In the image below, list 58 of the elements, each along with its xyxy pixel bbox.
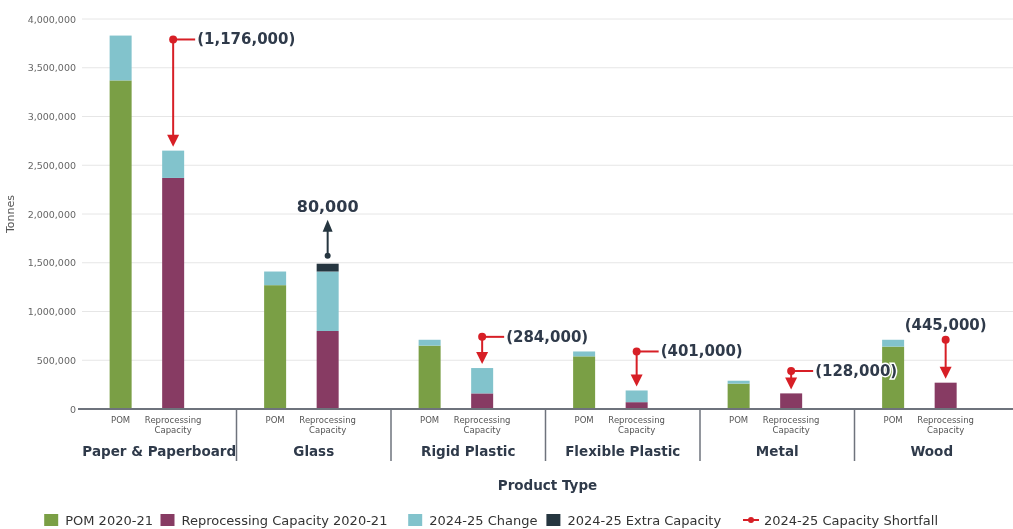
- y-tick-label: 4,000,000: [27, 13, 76, 25]
- y-tick-label: 1,500,000: [27, 257, 76, 269]
- x-tick-label: POM: [729, 415, 749, 425]
- text: Flexible Plastic: [565, 443, 681, 459]
- bar: [162, 177, 185, 409]
- legend-label: POM 2020-21: [65, 513, 153, 528]
- x-tick-label: Reprocessing Capacity: [917, 415, 974, 435]
- y-tick-label: 0: [69, 403, 76, 415]
- annotation: (401,000): [660, 342, 743, 361]
- x-axis-title: Product Type: [497, 477, 598, 493]
- x-tick-label: POM: [111, 415, 131, 425]
- y-tick-label: 3,000,000: [27, 111, 76, 122]
- point: [941, 335, 950, 344]
- annotation: (445,000): [904, 315, 987, 334]
- x-tick-label: Reprocessing Capacity: [144, 415, 202, 435]
- bar: [727, 383, 750, 409]
- point: [478, 332, 487, 341]
- bar: [471, 393, 494, 409]
- data-label: 80,000: [296, 196, 359, 216]
- x-tick-label: Reprocessing Capacity: [762, 415, 820, 435]
- text: Metal: [755, 443, 799, 459]
- bar: [418, 339, 441, 346]
- bar: [727, 380, 750, 384]
- text: Glass: [293, 443, 335, 459]
- bar: [934, 382, 957, 409]
- bar: [780, 393, 803, 409]
- x-tick-label: POM: [420, 415, 440, 425]
- annotation: (1,176,000): [197, 30, 296, 49]
- x-tick-label: POM: [883, 415, 903, 425]
- x-tick-label: POM: [265, 415, 285, 425]
- legend-label: Reprocessing Capacity 2020-21: [181, 513, 388, 528]
- bar: [109, 35, 132, 81]
- text: Wood: [910, 443, 954, 459]
- bar: [316, 331, 339, 409]
- y-axis-title: Tonnes: [4, 194, 17, 235]
- legend-label: 2024-25 Extra Capacity: [567, 513, 722, 528]
- bar: [264, 285, 287, 409]
- y-tick-label: 500,000: [36, 354, 76, 366]
- legend-label: 2024-25 Change: [429, 513, 538, 528]
- bar: [573, 356, 596, 409]
- x-tick-label: Reprocessing Capacity: [608, 415, 665, 435]
- bar: [264, 271, 287, 286]
- annotation: (284,000): [506, 327, 589, 346]
- y-tick-label: 2,500,000: [27, 159, 76, 171]
- text: Paper & Paperboard: [82, 443, 237, 459]
- legend-label: 2024-25 Capacity Shortfall: [764, 513, 939, 528]
- x-tick-label: Reprocessing Capacity: [453, 415, 511, 435]
- y-tick-label: 3,500,000: [27, 62, 76, 74]
- bar: [316, 263, 339, 272]
- x-tick-label: Reprocessing Capacity: [299, 415, 356, 435]
- x-tick-label: POM: [574, 415, 594, 425]
- bar: [882, 339, 905, 347]
- y-tick-label: 2,000,000: [27, 208, 76, 220]
- text: Rigid Plastic: [421, 443, 516, 459]
- bar: [418, 345, 441, 409]
- bar: [573, 351, 596, 357]
- y-tick-label: 1,000,000: [27, 306, 76, 317]
- bar: [109, 80, 132, 409]
